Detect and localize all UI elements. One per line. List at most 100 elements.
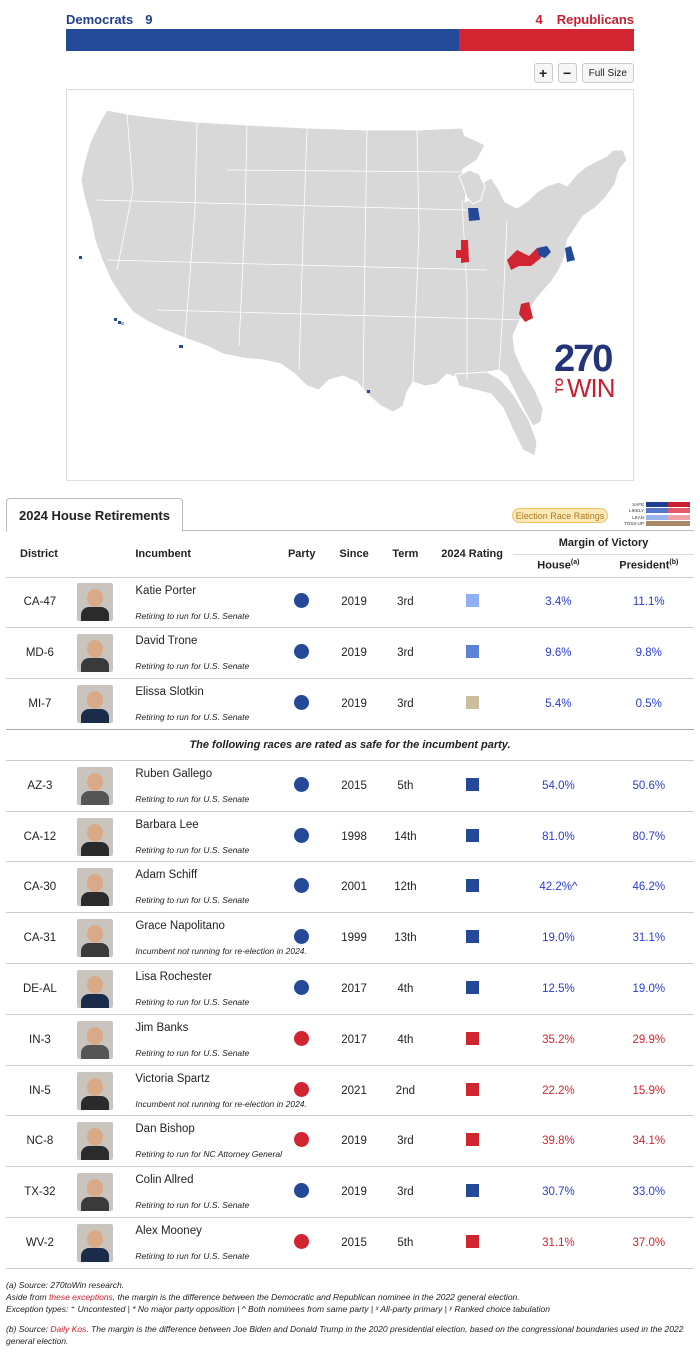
table-row[interactable]: CA-47 Katie Porter Retiring to run for U.S… (6, 576, 694, 628)
incumbent-name[interactable]: David Trone (135, 635, 198, 648)
district-ca-31[interactable] (118, 321, 121, 324)
district-in-3[interactable] (461, 240, 469, 263)
zoom-in-button[interactable]: + (533, 63, 553, 83)
incumbent-note: Retiring to run for U.S. Senate (135, 1047, 250, 1058)
incumbent-name[interactable]: Grace Napolitano (135, 920, 225, 933)
these-exceptions-link[interactable]: these exceptions (49, 1292, 113, 1302)
map-landmass (80, 109, 628, 427)
incumbent-name[interactable]: Ruben Gallego (135, 767, 213, 780)
tab-2024-house-retirements[interactable]: 2024 House Retirements (6, 498, 183, 532)
incumbent-name[interactable]: Alex Mooney (135, 1225, 202, 1238)
rating-swatch-icon (465, 777, 479, 791)
rating-cell (431, 678, 514, 730)
district-wv-2[interactable] (507, 248, 541, 270)
incumbent-photo-cell (73, 1115, 136, 1167)
republicans-bar-segment (459, 29, 634, 51)
table-row[interactable]: MD-6 David Trone Retiring to run for U.S. … (6, 627, 694, 679)
table-row[interactable]: WV-2 Alex Mooney Retiring to run for U.S. … (6, 1217, 694, 1269)
incumbent-name[interactable]: Katie Porter (135, 584, 197, 597)
rating-legend-label: LIKELY (629, 508, 644, 513)
rating-legend-dem-swatch (646, 514, 668, 520)
incumbent-name[interactable]: Lisa Rochester (135, 971, 213, 984)
incumbent-name[interactable]: Adam Schiff (135, 869, 198, 882)
rating-swatch-icon (465, 1082, 479, 1096)
header-district: District (20, 548, 58, 561)
incumbent-name[interactable]: Victoria Spartz (135, 1072, 210, 1085)
incumbent-note: Retiring to run for U.S. Senate (135, 1251, 250, 1262)
incumbent-photo (76, 817, 113, 856)
party-dot-icon (294, 878, 310, 894)
full-size-button[interactable]: Full Size (581, 63, 634, 83)
president-margin-cell: 33.0% (603, 1166, 694, 1218)
since-cell: 1999 (328, 912, 380, 964)
table-row[interactable]: AZ-3 Ruben Gallego Retiring to run for U.S… (6, 759, 694, 812)
incumbent-name[interactable]: Dan Bishop (135, 1123, 195, 1136)
district-md-6[interactable] (537, 246, 551, 258)
incumbent-photo-cell (73, 1013, 136, 1066)
rating-swatch-icon (465, 828, 479, 842)
incumbent-note: Incumbent not running for re-election in… (135, 1098, 307, 1109)
table-row[interactable]: CA-31 Grace Napolitano Incumbent not runni… (6, 912, 694, 964)
district-az-3[interactable] (179, 345, 183, 348)
district-mi-7[interactable] (468, 208, 480, 221)
district-cell: IN-3 (6, 1013, 74, 1066)
table-row[interactable]: CA-12 Barbara Lee Retiring to run for U.S.… (6, 810, 694, 862)
since-cell: 2015 (328, 759, 380, 812)
rating-swatch-icon (465, 980, 479, 994)
president-margin-cell: 19.0% (603, 963, 694, 1015)
incumbent-name[interactable]: Elissa Slotkin (135, 686, 204, 699)
rating-cell (431, 1013, 514, 1066)
district-nc-8[interactable] (519, 302, 533, 322)
republicans-total: 4 Republicans (535, 12, 634, 27)
district-in-5[interactable] (456, 250, 462, 258)
president-margin-cell: 46.2% (603, 861, 694, 913)
table-row[interactable]: DE-AL Lisa Rochester Retiring to run for U… (6, 963, 694, 1015)
table-row[interactable]: MI-7 Elissa Slotkin Retiring to run for U.… (6, 678, 694, 730)
table-row[interactable]: IN-5 Victoria Spartz Incumbent not running… (6, 1064, 694, 1116)
incumbent-cell: Adam Schiff Retiring to run for U.S. Sena… (135, 861, 276, 913)
incumbent-note: Retiring to run for NC Attorney General (135, 1149, 282, 1160)
footnotes: (a) Source: 270toWin research. Aside fro… (6, 1279, 694, 1347)
zoom-out-button[interactable]: − (557, 63, 577, 83)
rating-legend-dem-swatch (646, 501, 668, 507)
district-tx-32[interactable] (367, 390, 370, 393)
rating-swatch-icon (465, 695, 479, 709)
table-row[interactable]: NC-8 Dan Bishop Retiring to run for NC Att… (6, 1115, 694, 1167)
district-ca-12[interactable] (79, 256, 82, 259)
rating-cell (431, 576, 514, 628)
incumbent-name[interactable]: Colin Allred (135, 1174, 194, 1187)
rating-legend-rep-swatch (668, 508, 690, 513)
incumbent-photo-cell (73, 576, 136, 628)
house-margin-cell: 12.5% (513, 963, 604, 1015)
incumbent-note: Retiring to run for U.S. Senate (135, 1200, 250, 1211)
district-cell: MD-6 (6, 627, 74, 679)
incumbent-cell: Alex Mooney Retiring to run for U.S. Sena… (135, 1217, 276, 1269)
since-cell: 2017 (328, 1013, 380, 1066)
table-row[interactable]: TX-32 Colin Allred Retiring to run for U.S… (6, 1166, 694, 1218)
district-ca-30[interactable] (114, 318, 117, 321)
president-margin-cell: 80.7% (603, 810, 694, 862)
rating-cell (431, 1115, 514, 1167)
table-row[interactable]: IN-3 Jim Banks Retiring to run for U.S. Se… (6, 1013, 694, 1066)
president-margin-cell: 29.9% (603, 1013, 694, 1066)
party-dot-icon (294, 694, 310, 710)
incumbent-name[interactable]: Barbara Lee (135, 818, 199, 831)
incumbent-note: Retiring to run for U.S. Senate (135, 844, 250, 855)
district-de-al[interactable] (565, 246, 575, 262)
rating-legend-row: SAFE (612, 501, 692, 507)
district-ca-47[interactable] (121, 322, 124, 325)
incumbent-name[interactable]: Jim Banks (135, 1021, 189, 1034)
incumbent-photo-cell (73, 912, 136, 964)
election-race-ratings-legend[interactable]: Election Race Ratings SAFE LIKELY LEAN TOSS… (512, 501, 692, 528)
table-row[interactable]: CA-30 Adam Schiff Retiring to run for U.S.… (6, 861, 694, 913)
election-race-ratings-button[interactable]: Election Race Ratings (512, 508, 608, 523)
daily-kos-link[interactable]: Daily Kos (50, 1324, 87, 1334)
incumbent-photo-cell (73, 627, 136, 679)
party-cell (275, 627, 329, 679)
incumbent-photo (76, 1071, 113, 1110)
party-dot-icon (294, 1081, 310, 1097)
incumbent-cell: Lisa Rochester Retiring to run for U.S. S… (135, 963, 276, 1015)
term-cell: 5th (379, 1217, 432, 1269)
us-house-map[interactable]: 270 TO WIN (66, 89, 634, 481)
incumbent-photo (76, 684, 113, 723)
